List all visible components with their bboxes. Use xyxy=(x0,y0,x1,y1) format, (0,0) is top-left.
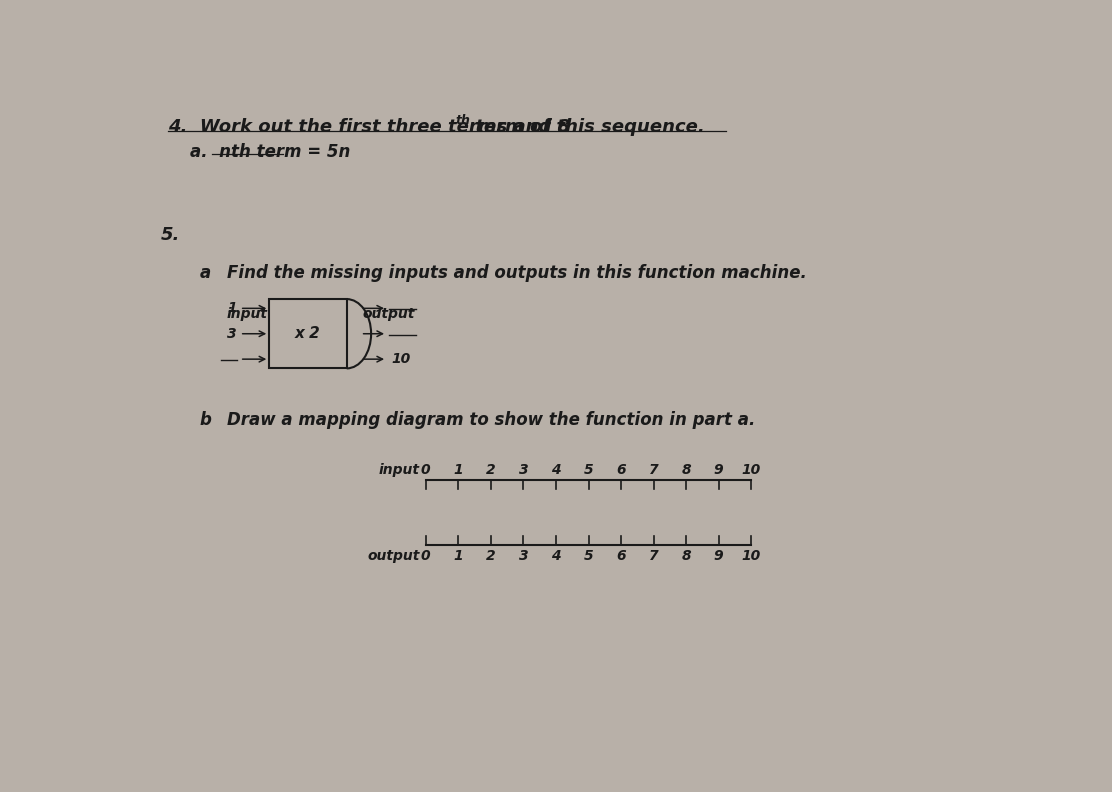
Text: 10: 10 xyxy=(742,463,761,477)
Text: 1: 1 xyxy=(454,463,463,477)
Text: 2: 2 xyxy=(486,463,496,477)
Text: 5: 5 xyxy=(584,549,594,562)
Text: 1: 1 xyxy=(227,301,237,315)
Text: input: input xyxy=(227,307,268,321)
Text: b: b xyxy=(199,411,211,428)
Text: 9: 9 xyxy=(714,549,724,562)
Text: 9: 9 xyxy=(714,463,724,477)
Text: 1: 1 xyxy=(454,549,463,562)
Text: 0: 0 xyxy=(421,463,430,477)
Text: a: a xyxy=(199,265,210,283)
Text: 4.  Work out the first three terms and 8: 4. Work out the first three terms and 8 xyxy=(168,118,570,136)
Text: 10: 10 xyxy=(391,352,411,366)
Text: output: output xyxy=(363,307,415,321)
Bar xyxy=(269,299,347,368)
Text: 3: 3 xyxy=(518,463,528,477)
Text: 4: 4 xyxy=(552,463,560,477)
Text: 7: 7 xyxy=(648,549,658,562)
Text: a.  nth term = 5n: a. nth term = 5n xyxy=(190,143,350,161)
Text: 5.: 5. xyxy=(161,226,180,244)
Text: x 2: x 2 xyxy=(295,326,321,341)
Text: 3: 3 xyxy=(227,327,237,341)
Text: 10: 10 xyxy=(742,549,761,562)
Text: term of this sequence.: term of this sequence. xyxy=(469,118,705,136)
Text: th: th xyxy=(455,113,470,127)
Text: Draw a mapping diagram to show the function in part a.: Draw a mapping diagram to show the funct… xyxy=(227,411,755,428)
Text: 6: 6 xyxy=(616,549,626,562)
Text: Find the missing inputs and outputs in this function machine.: Find the missing inputs and outputs in t… xyxy=(227,265,806,283)
Text: 8: 8 xyxy=(682,463,691,477)
Text: 5: 5 xyxy=(584,463,594,477)
Text: 4: 4 xyxy=(552,549,560,562)
Text: 7: 7 xyxy=(648,463,658,477)
Text: 0: 0 xyxy=(421,549,430,562)
Text: 8: 8 xyxy=(682,549,691,562)
Text: 6: 6 xyxy=(616,463,626,477)
Text: input: input xyxy=(378,463,419,477)
Text: output: output xyxy=(367,549,419,562)
Text: 3: 3 xyxy=(518,549,528,562)
Text: 2: 2 xyxy=(486,549,496,562)
